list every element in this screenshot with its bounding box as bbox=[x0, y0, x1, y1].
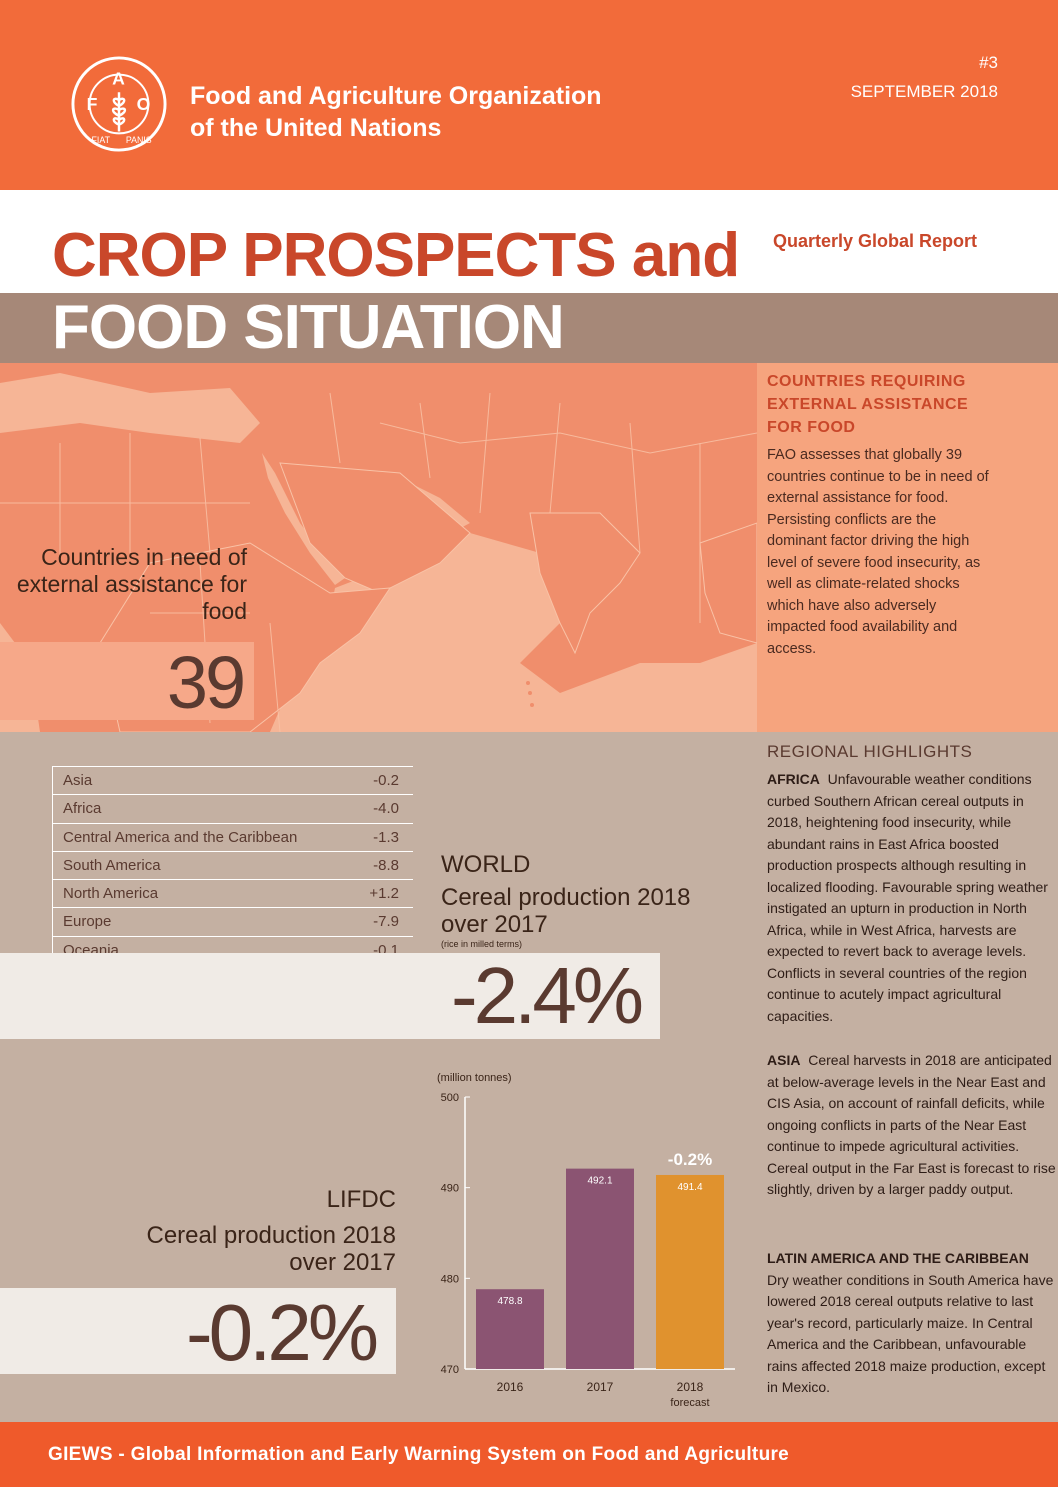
region-change: -1.3 bbox=[373, 828, 399, 846]
svg-text:A: A bbox=[112, 68, 125, 88]
y-tick-label: 480 bbox=[441, 1273, 459, 1285]
africa-label: AFRICA bbox=[767, 771, 820, 787]
lifdc-production-chart: (million tonnes) 470 480 490 500 478.8 2016 492… bbox=[437, 1072, 735, 1409]
region-name: Africa bbox=[63, 800, 102, 818]
mediterranean-sea bbox=[0, 373, 260, 443]
chart-annotation: -0.2% bbox=[668, 1150, 712, 1169]
y-tick-label: 470 bbox=[441, 1364, 459, 1376]
bottom-margin bbox=[0, 1487, 1058, 1497]
bar-value-label: 492.1 bbox=[587, 1176, 612, 1187]
issue-info: #3 SEPTEMBER 2018 bbox=[851, 48, 998, 106]
lifdc-change-value: -0.2% bbox=[186, 1288, 379, 1377]
y-tick-label: 490 bbox=[441, 1183, 459, 1195]
table-row: Asia -0.2 bbox=[53, 766, 413, 794]
bar-2016 bbox=[476, 1289, 544, 1369]
table-row: Europe -7.9 bbox=[53, 907, 413, 935]
region-name: South America bbox=[63, 856, 161, 874]
bar-value-label: 478.8 bbox=[497, 1296, 522, 1307]
header-banner bbox=[0, 0, 1058, 190]
issue-number: #3 bbox=[979, 53, 998, 72]
latam-highlight: LATIN AMERICA AND THE CARIBBEAN Dry weat… bbox=[767, 1248, 1057, 1399]
x-category-label: 2017 bbox=[587, 1380, 614, 1394]
lifdc-title-text: Cereal production 2018 over 2017 bbox=[146, 1222, 396, 1276]
asia-text: Cereal harvests in 2018 are anticipated … bbox=[767, 1052, 1056, 1197]
svg-text:PANIS: PANIS bbox=[126, 135, 152, 145]
bar-2017 bbox=[566, 1168, 634, 1369]
organization-name: Food and Agriculture Organization of the… bbox=[190, 80, 670, 144]
x-category-label: 2018 bbox=[677, 1380, 704, 1394]
org-name-line2: of the United Nations bbox=[190, 114, 442, 142]
table-row: Central America and the Caribbean -1.3 bbox=[53, 822, 413, 851]
islands bbox=[526, 681, 534, 707]
asia-highlight: ASIA Cereal harvests in 2018 are anticip… bbox=[767, 1050, 1057, 1201]
svg-text:O: O bbox=[137, 94, 151, 114]
world-change-value: -2.4% bbox=[451, 951, 644, 1040]
region-change: -4.0 bbox=[373, 800, 399, 818]
report-title-line2: FOOD SITUATION bbox=[52, 293, 565, 362]
world-value-band bbox=[0, 953, 660, 1039]
countries-requiring-text: FAO assesses that globally 39 countries … bbox=[767, 447, 989, 657]
svg-text:FIAT: FIAT bbox=[92, 135, 111, 145]
countries-count-box bbox=[0, 642, 254, 720]
bar-2018 bbox=[656, 1174, 724, 1369]
org-name-line1: Food and Agriculture Organization bbox=[190, 82, 602, 110]
countries-requiring-panel bbox=[757, 363, 1058, 732]
latam-text: Dry weather conditions in South America … bbox=[767, 1271, 1054, 1396]
table-row: Africa -4.0 bbox=[53, 794, 413, 822]
region-change: -8.8 bbox=[373, 856, 399, 874]
svg-text:F: F bbox=[87, 94, 98, 114]
africa-highlight: AFRICA Unfavourable weather conditions c… bbox=[767, 769, 1057, 1027]
africa-text: Unfavourable weather conditions curbed S… bbox=[767, 771, 1048, 1024]
world-title-text: Cereal production 2018 over 2017 bbox=[441, 884, 691, 938]
table-row: North America +1.2 bbox=[53, 879, 413, 907]
region-change: -0.2 bbox=[373, 772, 399, 789]
world-note: (rice in milled terms) bbox=[441, 939, 523, 949]
asia-label: ASIA bbox=[767, 1052, 801, 1068]
region-change: -7.9 bbox=[373, 913, 399, 931]
title-band bbox=[0, 293, 1058, 363]
lifdc-title: Cereal production 2018 over 2017 bbox=[100, 1222, 396, 1276]
lifdc-label: LIFDC bbox=[326, 1186, 396, 1213]
sri-lanka bbox=[590, 649, 606, 673]
red-sea bbox=[262, 453, 345, 585]
world-label: WORLD bbox=[441, 851, 531, 878]
table-row: South America -8.8 bbox=[53, 850, 413, 879]
region-name: North America bbox=[63, 885, 159, 903]
fao-logo: F A O FIAT PANIS bbox=[71, 56, 167, 152]
regional-highlights-heading: REGIONAL HIGHLIGHTS bbox=[767, 742, 973, 761]
x-category-label: forecast bbox=[670, 1397, 709, 1409]
bar-value-label: 491.4 bbox=[677, 1182, 702, 1193]
report-subtitle: Quarterly Global Report bbox=[773, 231, 978, 251]
country-borders bbox=[0, 392, 757, 732]
region-change: +1.2 bbox=[369, 885, 399, 903]
x-category-label: 2016 bbox=[497, 1380, 524, 1394]
arabian-peninsula bbox=[279, 462, 471, 594]
footer-text: GIEWS - Global Information and Early War… bbox=[48, 1444, 790, 1465]
region-name: Central America and the Caribbean bbox=[63, 828, 298, 846]
southeast-asia bbox=[699, 522, 757, 644]
lifdc-value-band bbox=[0, 1288, 396, 1374]
countries-in-need-label: Countries in need of external assistance… bbox=[16, 544, 247, 624]
regional-highlights-panel bbox=[757, 732, 1058, 1422]
footer-banner bbox=[0, 1422, 1058, 1487]
india bbox=[529, 512, 641, 655]
world-title: Cereal production 2018 over 2017 bbox=[441, 884, 711, 938]
issue-date: SEPTEMBER 2018 bbox=[850, 82, 998, 101]
y-tick-label: 500 bbox=[441, 1092, 459, 1104]
countries-requiring-heading: COUNTRIES REQUIRING EXTERNAL ASSISTANCE … bbox=[767, 373, 969, 436]
region-name: Europe bbox=[63, 913, 112, 931]
y-axis-label: (million tonnes) bbox=[437, 1072, 512, 1084]
latam-label: LATIN AMERICA AND THE CARIBBEAN bbox=[767, 1250, 1029, 1266]
report-title-line1: CROP PROSPECTS and bbox=[52, 221, 740, 290]
region-name: Asia bbox=[63, 772, 93, 789]
countries-count: 39 bbox=[166, 641, 246, 724]
